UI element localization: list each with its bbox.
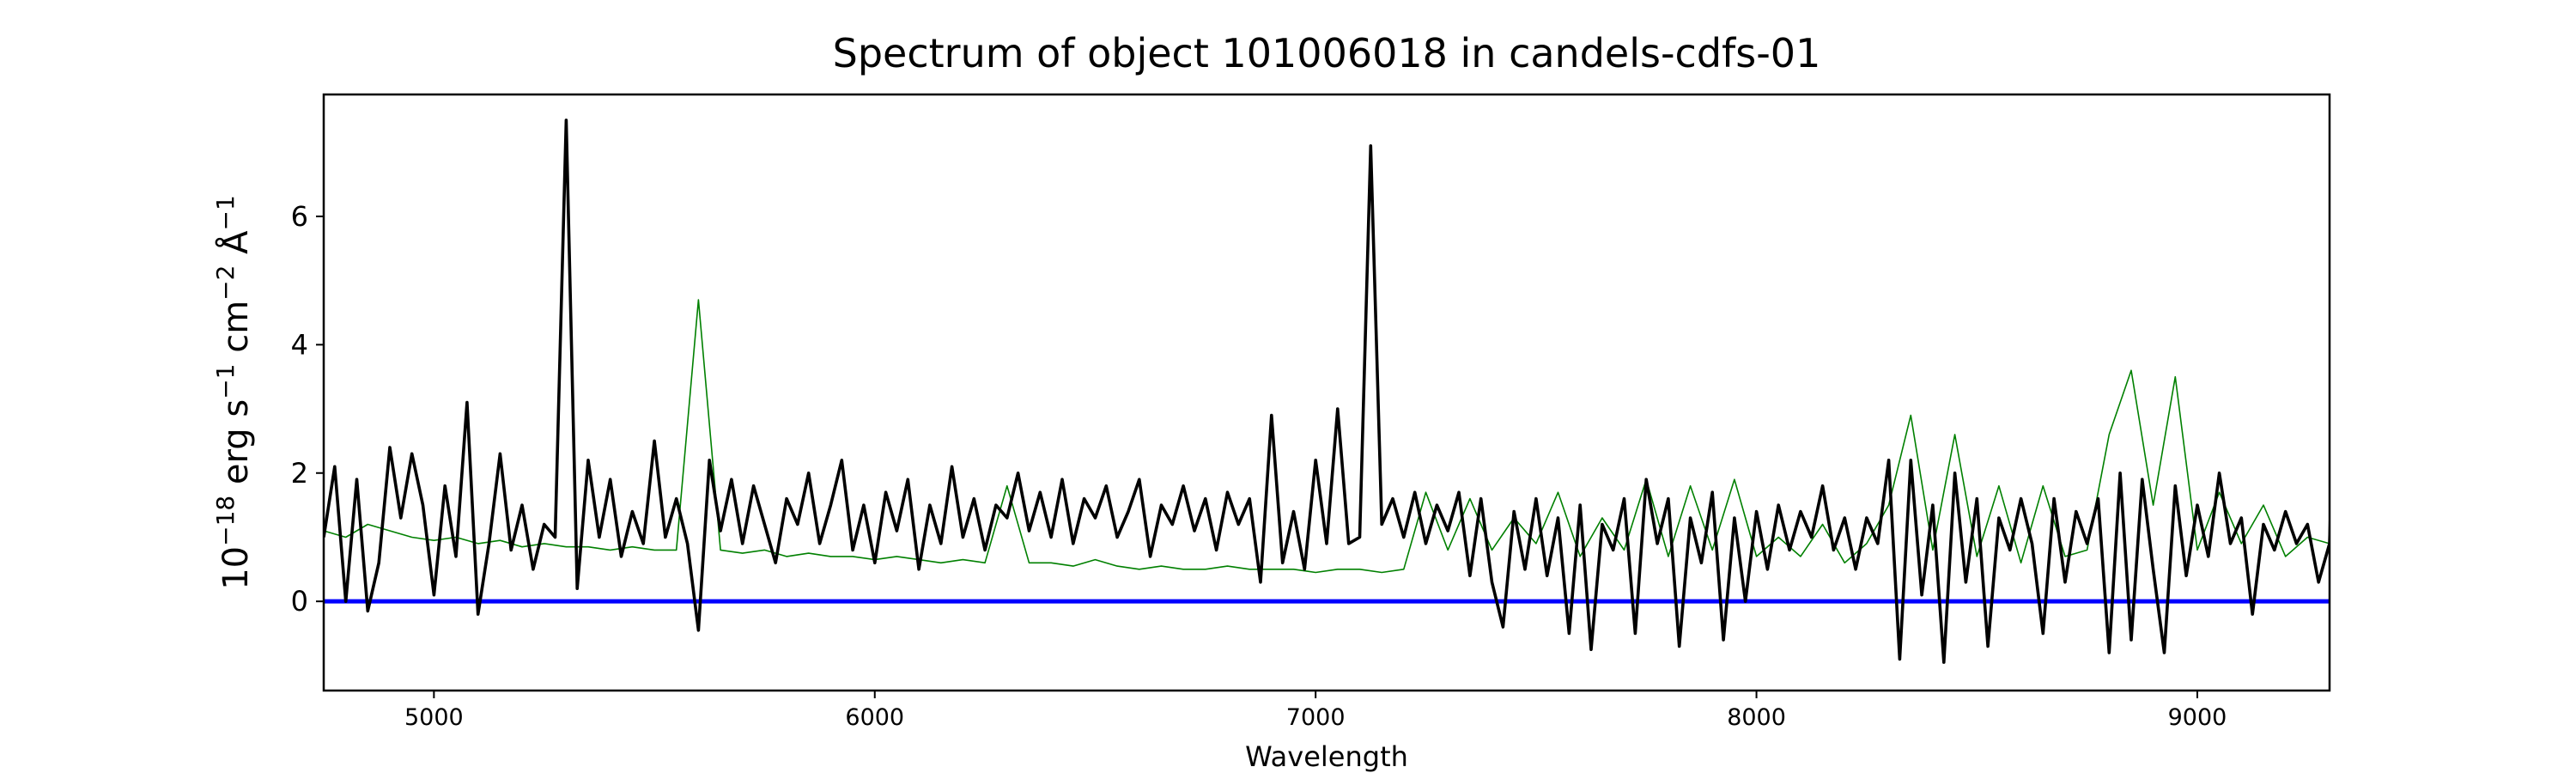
y-tick-label: 4 bbox=[291, 328, 308, 361]
flux-series-line bbox=[324, 119, 2330, 664]
y-label-exponent: −1 bbox=[211, 195, 240, 230]
y-tick-label: 0 bbox=[291, 585, 308, 618]
y-label-part: erg s bbox=[216, 399, 256, 496]
y-tick-label: 2 bbox=[291, 457, 308, 490]
y-label-part: Å bbox=[215, 230, 256, 265]
y-label-exponent: −1 bbox=[211, 364, 240, 399]
x-axis: 5000 6000 7000 8000 9000 bbox=[404, 691, 2227, 731]
x-tick-label: 6000 bbox=[845, 704, 904, 731]
x-tick-label: 9000 bbox=[2168, 704, 2227, 731]
x-tick-label: 7000 bbox=[1286, 704, 1346, 731]
y-label-exponent: −18 bbox=[211, 496, 240, 546]
chart-title: Spectrum of object 101006018 in candels-… bbox=[833, 30, 1821, 76]
y-tick-label: 6 bbox=[291, 200, 308, 233]
x-axis-label: Wavelength bbox=[1245, 740, 1408, 773]
plot-area bbox=[324, 119, 2330, 664]
y-label-part: 10 bbox=[216, 546, 256, 590]
error-series-line bbox=[324, 299, 2330, 574]
y-label-part: cm bbox=[216, 301, 256, 364]
x-tick-label: 8000 bbox=[1727, 704, 1786, 731]
y-label-exponent: −2 bbox=[211, 265, 240, 301]
y-axis: 0 2 4 6 bbox=[291, 200, 324, 618]
y-axis-label: 10−18 erg s−1 cm−2 Å−1 bbox=[211, 195, 257, 590]
x-tick-label: 5000 bbox=[404, 704, 464, 731]
axes-frame bbox=[322, 93, 2331, 692]
